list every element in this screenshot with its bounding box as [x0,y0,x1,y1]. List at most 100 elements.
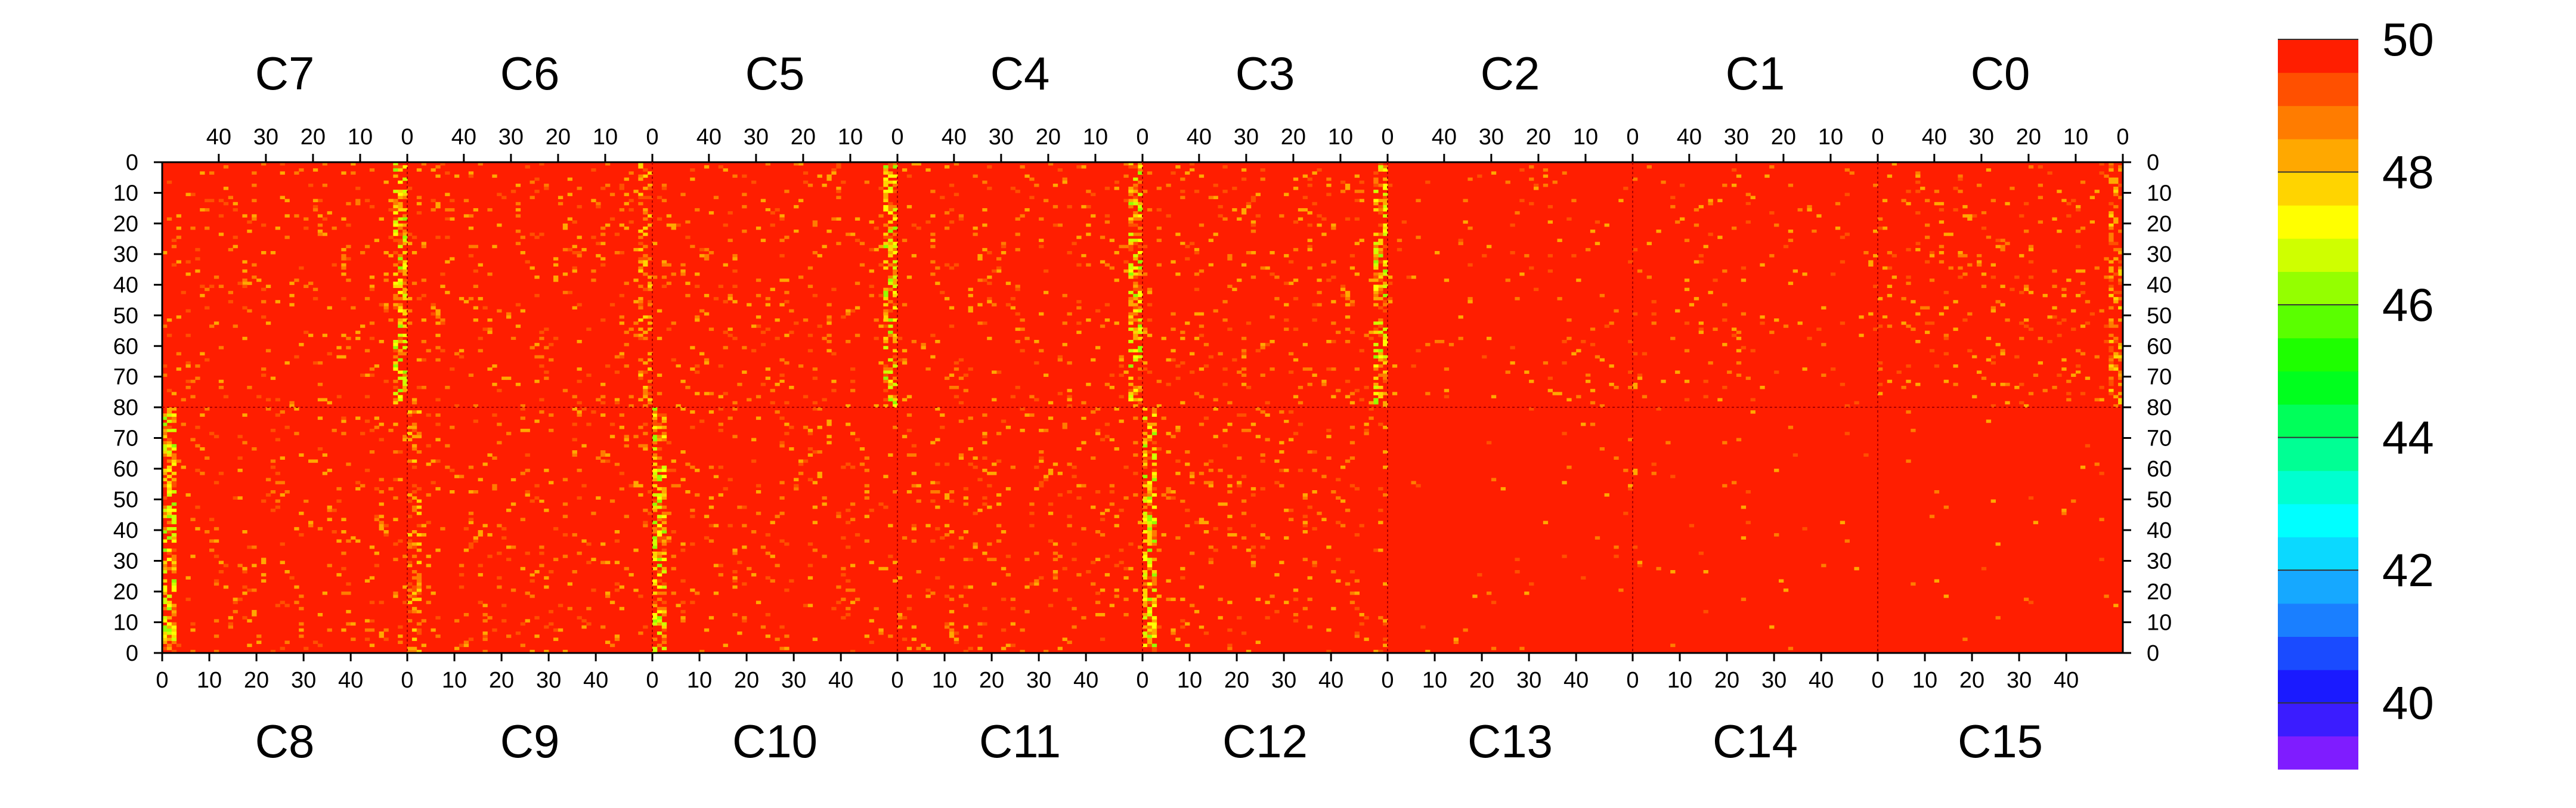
heatmap-cell [411,649,417,654]
heatmap-cell [322,233,327,236]
heatmap-cell [893,242,898,246]
heatmap-cell [1680,217,1685,221]
heatmap-cell [1378,330,1383,335]
heatmap-cell [1104,555,1110,558]
heatmap-cell [1255,598,1261,601]
heatmap-cell [1321,573,1327,577]
heatmap-cell [1562,340,1567,343]
heatmap-cell [407,539,413,543]
heatmap-cell [284,640,290,644]
heatmap-cell [1171,340,1176,343]
heatmap-cell [1024,558,1030,561]
top-tick-label: 30 [1969,125,1994,150]
heatmap-cell [1637,373,1643,377]
heatmap-cell [591,410,596,414]
heatmap-cell [351,171,356,175]
heatmap-cell [421,340,426,343]
heatmap-cell [1222,382,1228,386]
heatmap-cell [1138,290,1143,295]
heatmap-cell [1133,211,1138,215]
heatmap-cell [1104,625,1110,629]
heatmap-cell [558,603,564,608]
heatmap-cell [671,223,676,227]
heatmap-cell [1807,336,1812,340]
heatmap-cell [407,582,413,586]
heatmap-cell [1529,202,1534,206]
heatmap-cell [1934,364,1940,368]
heatmap-cell [1307,367,1312,371]
heatmap-cell [1458,336,1463,340]
heatmap-cell [346,278,351,282]
heatmap-cell [166,628,172,632]
heatmap-cell [704,401,710,405]
heatmap-cell [1218,352,1223,355]
heatmap-cell [657,552,662,555]
heatmap-cell [539,496,544,500]
heatmap-cell [1143,573,1148,577]
heatmap-cell [1143,499,1148,503]
heatmap-cell [1076,236,1082,239]
heatmap-cell [657,598,662,601]
heatmap-cell [1844,233,1850,236]
heatmap-cell [393,263,398,267]
heatmap-cell [1128,202,1134,206]
heatmap-cell [1237,413,1242,417]
heatmap-cell [1279,484,1284,488]
heatmap-cell [341,592,346,595]
top-tick-label: 30 [744,125,769,150]
heatmap-cell [171,625,177,629]
heatmap-cell [1378,205,1383,209]
heatmap-cell [1293,395,1299,398]
heatmap-cell [1208,481,1213,485]
heatmap-cell [166,616,172,620]
heatmap-cell [534,355,540,359]
heatmap-cell [633,333,639,338]
heatmap-cell [280,481,285,485]
heatmap-cell [2047,315,2052,319]
heatmap-cell [699,309,705,313]
heatmap-cell [2118,260,2123,264]
heatmap-cell [1953,300,1958,304]
heatmap-cell [525,619,530,623]
heatmap-cell [893,490,898,494]
heatmap-cell [1062,321,1067,325]
heatmap-cell [1689,303,1695,307]
heatmap-cell [1156,208,1162,212]
heatmap-cell [1067,598,1072,601]
heatmap-cell [680,542,686,546]
heatmap-cell [398,257,403,261]
heatmap-cell [586,561,592,565]
heatmap-cell [1293,349,1299,352]
heatmap-cell [1670,205,1676,209]
heatmap-cell [482,613,488,617]
heatmap-cell [1411,481,1416,485]
heatmap-cell [807,432,813,435]
heatmap-cell [1260,346,1265,349]
heatmap-cell [652,521,658,525]
heatmap-cell [411,496,417,500]
heatmap-cell [572,422,577,426]
heatmap-cell [661,419,667,423]
heatmap-cell [982,496,987,500]
heatmap-cell [826,419,832,423]
left-tick-label: 60 [113,457,138,482]
heatmap-cell [732,570,738,574]
heatmap-cell [893,180,898,184]
heatmap-cell [261,287,267,292]
heatmap-cell [379,303,384,307]
heatmap-cell [883,233,888,236]
heatmap-cell [398,336,403,340]
heatmap-cell [1840,321,1846,325]
heatmap-cell [666,281,671,285]
heatmap-cell [402,585,408,589]
heatmap-cell [510,336,516,340]
heatmap-cell [1255,640,1261,644]
bottom-tick-label: 10 [1912,668,1937,693]
heatmap-cell [1175,459,1181,463]
heatmap-cell [878,214,884,218]
heatmap-cell [1138,349,1143,352]
heatmap-cell [1109,386,1114,389]
heatmap-cell [1670,570,1676,574]
heatmap-cell [577,588,582,592]
heatmap-cell [327,401,332,405]
